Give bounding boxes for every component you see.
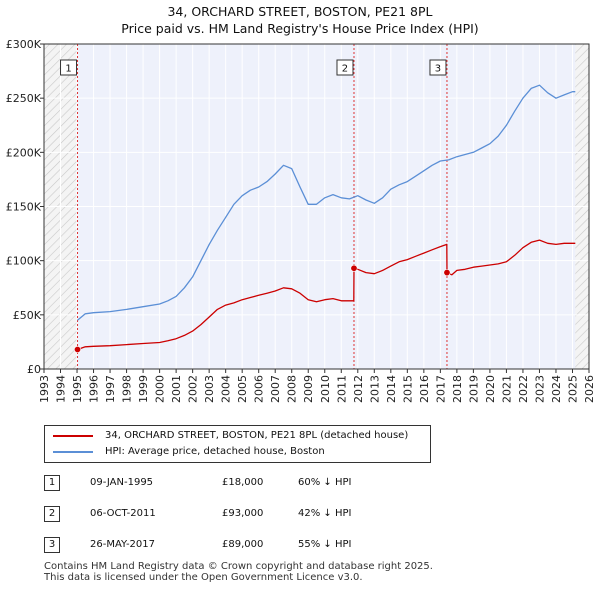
y-tick-label-150000: £150K — [6, 201, 42, 214]
x-tick-label-1994: 1994 — [55, 375, 68, 403]
x-tick-label-2020: 2020 — [484, 375, 497, 403]
chart-title: 34, ORCHARD STREET, BOSTON, PE21 8PL Pri… — [0, 3, 600, 37]
footer-notice: Contains HM Land Registry data © Crown c… — [44, 561, 433, 583]
sale-label-box-1 — [60, 59, 78, 76]
sale-point-1 — [74, 345, 82, 353]
sale-label-2: 2 — [342, 64, 348, 75]
x-tick-label-2004: 2004 — [220, 375, 233, 403]
legend-label-hpi: HPI: Average price, detached house, Bost… — [105, 446, 325, 457]
x-tick-label-1993: 1993 — [38, 375, 51, 403]
sale-date: 26-MAY-2017 — [90, 539, 156, 550]
x-tick-label-2013: 2013 — [368, 375, 381, 403]
x-tick-label-2021: 2021 — [500, 375, 513, 403]
x-tick-label-2000: 2000 — [154, 375, 167, 403]
sale-hpi-diff: 42% ↓ HPI — [298, 508, 352, 519]
x-tick-label-2010: 2010 — [319, 375, 332, 403]
x-tick-label-2007: 2007 — [269, 375, 282, 403]
x-tick-label-2002: 2002 — [187, 375, 200, 403]
x-tick-label-2017: 2017 — [434, 375, 447, 403]
x-tick-label-1996: 1996 — [88, 375, 101, 403]
sale-point-3 — [443, 269, 451, 277]
sale-number: 3 — [44, 537, 60, 553]
x-tick-label-2005: 2005 — [236, 375, 249, 403]
x-tick-label-2011: 2011 — [335, 375, 348, 403]
x-tick-label-2024: 2024 — [550, 375, 563, 403]
price-chart: 1 2 3 1993 1994 1995 1996 1997 1998 1999 2000 2001… — [6, 38, 596, 403]
x-tick-label-2026: 2026 — [583, 375, 596, 403]
chart-title-line1: 34, ORCHARD STREET, BOSTON, PE21 8PL — [167, 4, 433, 19]
x-tick-label-2025: 2025 — [566, 375, 579, 403]
sale-price: £93,000 — [222, 508, 264, 519]
sale-date: 06-OCT-2011 — [90, 508, 156, 519]
x-tick-label-2018: 2018 — [451, 375, 464, 403]
sale-label-3: 3 — [435, 64, 441, 75]
legend: 34, ORCHARD STREET, BOSTON, PE21 8PL (de… — [44, 425, 431, 463]
sale-price: £89,000 — [222, 539, 264, 550]
y-tick-label-50000: £50K — [13, 309, 42, 322]
footer-line1: Contains HM Land Registry data © Crown c… — [44, 561, 433, 572]
x-tick-label-2016: 2016 — [418, 375, 431, 403]
x-tick-label-2003: 2003 — [203, 375, 216, 403]
x-tick-label-2022: 2022 — [517, 375, 530, 403]
series-line-hpi — [77, 84, 576, 321]
sale-number: 2 — [44, 506, 60, 522]
y-tick-label-300000: £300K — [6, 38, 42, 51]
sale-number: 1 — [44, 475, 60, 491]
x-tick-label-2009: 2009 — [302, 375, 315, 403]
y-tick-label-0: £0 — [27, 363, 41, 376]
sale-hpi-diff: 55% ↓ HPI — [298, 539, 352, 550]
y-tick-label-200000: £200K — [6, 146, 42, 159]
sale-label-1: 1 — [65, 64, 71, 75]
y-tick-label-250000: £250K — [6, 92, 42, 105]
y-tick-label-100000: £100K — [6, 255, 42, 268]
series-line-property — [77, 239, 576, 351]
legend-swatch-hpi — [53, 451, 93, 453]
sale-label-box-2 — [336, 59, 354, 76]
x-tick-label-2019: 2019 — [467, 375, 480, 403]
sale-price: £18,000 — [222, 477, 264, 488]
footer-line2: This data is licensed under the Open Gov… — [44, 572, 363, 583]
x-tick-label-2023: 2023 — [533, 375, 546, 403]
x-tick-label-2012: 2012 — [352, 375, 365, 403]
sale-hpi-diff: 60% ↓ HPI — [298, 477, 352, 488]
sale-date: 09-JAN-1995 — [90, 477, 154, 488]
x-tick-label-2014: 2014 — [385, 375, 398, 403]
x-tick-label-2006: 2006 — [253, 375, 266, 403]
sale-label-box-3 — [429, 59, 447, 76]
plot-frame — [43, 43, 590, 370]
x-tick-label-1995: 1995 — [71, 375, 84, 403]
x-tick-label-1997: 1997 — [104, 375, 117, 403]
x-tick-label-1999: 1999 — [137, 375, 150, 403]
chart-title-line2: Price paid vs. HM Land Registry's House … — [121, 21, 479, 36]
legend-label-property: 34, ORCHARD STREET, BOSTON, PE21 8PL (de… — [105, 430, 409, 441]
x-tick-label-2001: 2001 — [170, 375, 183, 403]
legend-swatch-property — [53, 435, 93, 437]
x-tick-label-1998: 1998 — [121, 375, 134, 403]
sale-point-2 — [350, 264, 358, 272]
x-tick-label-2015: 2015 — [401, 375, 414, 403]
x-tick-label-2008: 2008 — [286, 375, 299, 403]
